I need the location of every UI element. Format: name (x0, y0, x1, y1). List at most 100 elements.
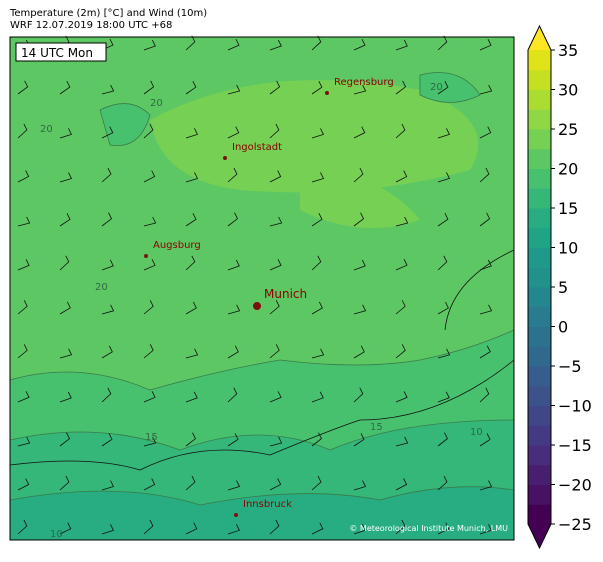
wind-barb (143, 300, 154, 315)
wind-barb (143, 344, 154, 359)
wind-barb (353, 212, 365, 227)
wind-barb (479, 524, 492, 535)
wind-barb (479, 345, 491, 359)
wind-barb (185, 348, 199, 359)
colorbar-band (528, 405, 551, 426)
wind-barb (437, 81, 449, 95)
colorbar-tick-label: −10 (558, 397, 592, 416)
colorbar-band (528, 425, 551, 446)
wind-barb (437, 348, 451, 359)
colorbar: −25 −20 −15 −10 −5 0 5 10 15 20 25 30 35 (527, 24, 592, 550)
wind-barb (269, 80, 281, 95)
colorbar-band (528, 227, 551, 248)
credit: © Meteorological Institute Munich, LMU (349, 524, 508, 533)
wind-barb (227, 167, 238, 183)
city-dot (144, 254, 148, 258)
cool-patch (99, 72, 481, 147)
wind-barb (437, 475, 448, 491)
colorbar-band (528, 69, 551, 90)
wind-barb (227, 212, 239, 227)
wind-barb (17, 391, 30, 403)
colorbar-tick-label: 15 (558, 199, 578, 218)
contour-label: 10 (50, 529, 63, 540)
wind-barb (311, 391, 324, 403)
wind-barb (479, 259, 492, 271)
wind-barb (185, 301, 197, 315)
colorbar-band (528, 129, 551, 150)
wind-barb (17, 344, 28, 359)
wind-barb (17, 80, 29, 95)
wind-barb (101, 126, 114, 139)
contour-label: 15 (370, 422, 383, 433)
wind-barb (395, 436, 409, 447)
title: Temperature (2m) [°C] and Wind (10m) (9, 8, 207, 19)
wind-barb (437, 172, 451, 183)
wind-barb (101, 259, 114, 271)
colorbar-tick-label: −20 (558, 476, 592, 495)
colorbar-tick-label: 30 (558, 81, 578, 100)
wind-barb (353, 38, 366, 51)
wind-barb (59, 172, 73, 183)
wind-barb (269, 39, 282, 51)
wind-barb (227, 84, 241, 95)
wind-barb (101, 433, 113, 447)
wind-barb (59, 522, 72, 535)
colorbar-band (528, 208, 551, 229)
colorbar-band (528, 50, 551, 71)
wind-barb (17, 123, 28, 139)
border (9, 249, 515, 471)
contour-label: 20 (40, 124, 53, 135)
wind-barb (353, 126, 366, 139)
city-dot (253, 302, 261, 310)
wind-barb (227, 38, 240, 51)
colorbar-band (528, 148, 551, 169)
wind-barb (101, 212, 112, 227)
city-label: Augsburg (153, 240, 201, 251)
wind-barb (479, 126, 492, 139)
wind-barb (269, 216, 283, 227)
wind-barb (353, 84, 367, 95)
wind-barb (185, 475, 196, 491)
wind-barb (143, 259, 156, 271)
cool-area (9, 486, 515, 541)
city-label: Regensburg (334, 77, 394, 88)
colorbar-tick-label: 5 (558, 278, 568, 297)
wind-barb (437, 522, 450, 535)
colorbar-band (528, 168, 551, 189)
colorbar-tick-label: 0 (558, 318, 568, 337)
wind-barb (269, 123, 280, 139)
contour-label: 10 (470, 427, 483, 438)
wind-barb (479, 480, 493, 491)
colorbar-tick-label: 35 (558, 41, 578, 60)
wind-barb (101, 84, 115, 95)
wind-barb (269, 391, 282, 403)
wind-barb (353, 480, 367, 491)
city-dot (234, 513, 238, 517)
wind-barb (59, 348, 73, 359)
wind-barb (395, 478, 408, 491)
wind-barb (227, 433, 239, 447)
colorbar-band (528, 306, 551, 327)
wind-barb (269, 344, 280, 359)
wind-barb (437, 255, 448, 271)
wind-barb (269, 436, 283, 447)
city-dot (223, 156, 227, 160)
colorbar-band (528, 267, 551, 288)
colorbar-extend (528, 26, 551, 50)
wind-barb (353, 345, 365, 359)
wind-barb (479, 84, 493, 95)
wind-barb (311, 522, 324, 535)
time-label: 14 UTC Mon (21, 46, 93, 60)
wind-barb (185, 80, 197, 95)
wind-barb (185, 255, 196, 271)
colorbar-extend (528, 524, 551, 548)
wind-barb (311, 213, 323, 227)
wind-barb (353, 304, 367, 315)
colorbar-band (528, 287, 551, 308)
wind-barb (59, 301, 71, 315)
wind-barb (395, 39, 408, 51)
city-dot (325, 91, 329, 95)
subtitle: WRF 12.07.2019 18:00 UTC +68 (10, 20, 172, 31)
wind-barb (311, 348, 325, 359)
wind-barb (353, 433, 365, 447)
